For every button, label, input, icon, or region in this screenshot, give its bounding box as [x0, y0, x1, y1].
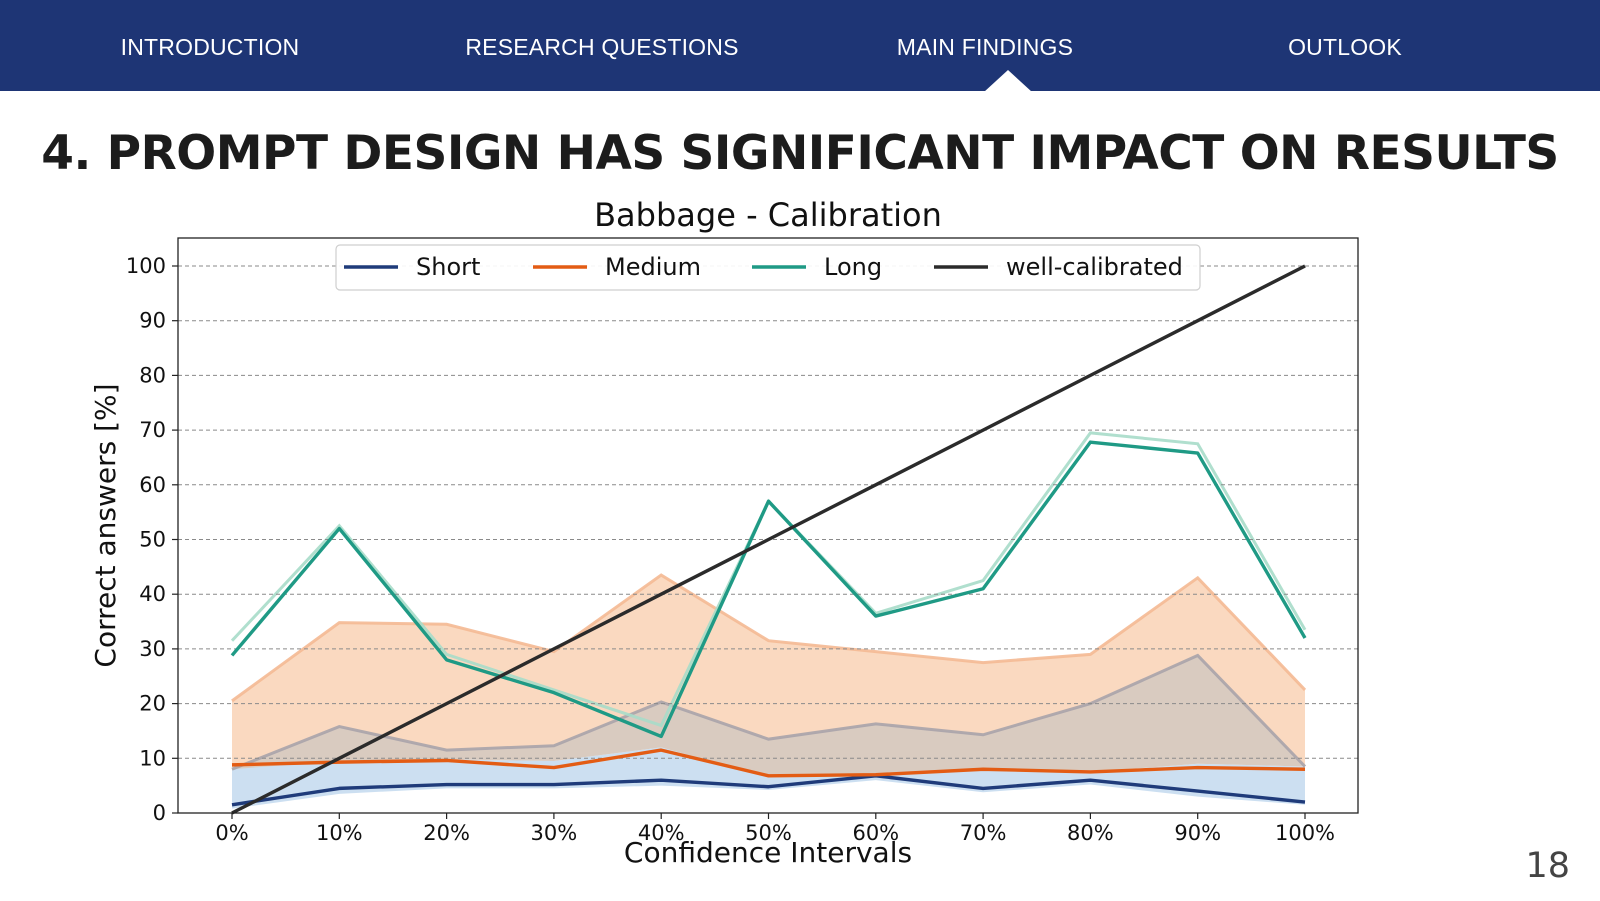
y-tick-label: 90 [139, 309, 166, 333]
nav-item-main-findings[interactable]: MAIN FINDINGS [896, 34, 1074, 60]
y-axis-label: Correct answers [%] [89, 383, 122, 667]
medium-confidence-band [232, 575, 1305, 770]
short-medium-overlap-band [232, 655, 1305, 778]
legend-label-long: Long [824, 253, 882, 281]
top-navigation: INTRODUCTION RESEARCH QUESTIONS MAIN FIN… [0, 0, 1600, 92]
series-line-short [231, 774, 1306, 807]
series-line-long [230, 440, 1307, 739]
x-tick-label: 50% [745, 821, 792, 845]
medium-band-lower-edge [231, 653, 1307, 771]
nav-item-introduction[interactable]: INTRODUCTION [120, 34, 300, 60]
y-tick-label: 10 [139, 746, 166, 770]
slide-title: 4. PROMPT DESIGN HAS SIGNIFICANT IMPACT … [41, 126, 1559, 181]
nav-item-research-questions[interactable]: RESEARCH QUESTIONS [465, 34, 739, 60]
legend-label-medium: Medium [605, 253, 701, 281]
x-tick-label: 90% [1174, 821, 1221, 845]
y-tick-label: 30 [139, 637, 166, 661]
y-tick-label: 0 [153, 801, 166, 825]
legend-label-well-calibrated: well-calibrated [1006, 253, 1183, 281]
medium-band-upper-edge [231, 573, 1307, 703]
x-tick-label: 0% [215, 821, 248, 845]
y-tick-label: 20 [139, 692, 166, 716]
nav-item-outlook[interactable]: OUTLOOK [1288, 34, 1402, 60]
x-axis-label: Confidence Intervals [624, 836, 912, 869]
x-tick-label: 80% [1067, 821, 1114, 845]
calibration-chart: 0 10 20 30 40 50 60 70 80 90 100 0% 10% 20% 30% 40% 50% 6… [89, 196, 1359, 869]
series-line-well-calibrated [231, 264, 1306, 815]
y-tick-label: 80 [139, 363, 166, 387]
series-line-medium [231, 748, 1306, 778]
legend: Short Medium Long well-calibrated [335, 244, 1201, 291]
y-tick-label: 100 [126, 254, 166, 278]
x-tick-label: 60% [852, 821, 899, 845]
x-tick-label: 40% [638, 821, 685, 845]
x-tick-label: 10% [316, 821, 363, 845]
chart-title: Babbage - Calibration [594, 196, 942, 234]
y-tick-label: 50 [139, 528, 166, 552]
page-number: 18 [1525, 846, 1570, 886]
active-section-indicator [984, 70, 1032, 92]
x-tick-label: 70% [960, 821, 1007, 845]
x-tick-label: 100% [1275, 821, 1335, 845]
x-tick-label: 30% [531, 821, 578, 845]
legend-label-short: Short [416, 253, 480, 281]
y-tick-label: 40 [139, 582, 166, 606]
y-tick-label: 60 [139, 473, 166, 497]
y-tick-label: 70 [139, 418, 166, 442]
x-tick-label: 20% [423, 821, 470, 845]
